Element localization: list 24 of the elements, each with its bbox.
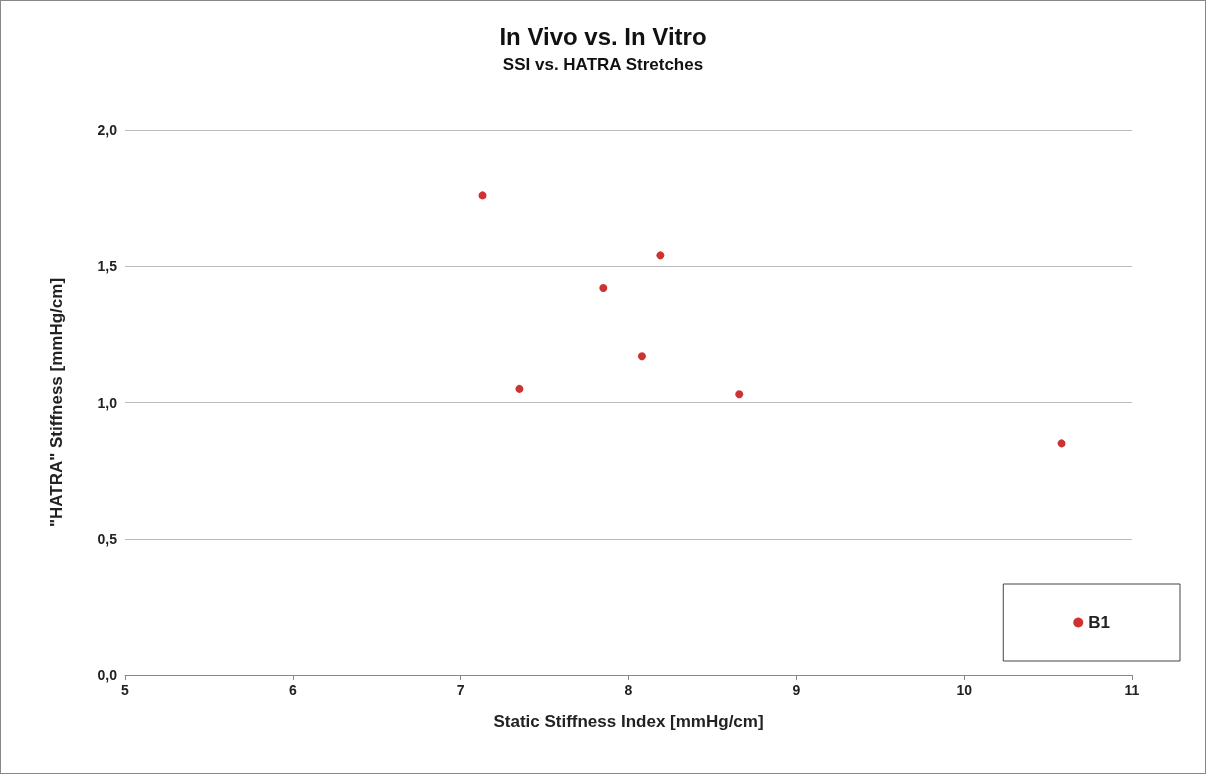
x-tick-label: 10 [956, 682, 973, 698]
point [599, 284, 608, 293]
y-tick-label: 1,5 [97, 258, 118, 275]
point [515, 384, 524, 393]
y-tick-label: 0,0 [97, 667, 118, 683]
x-tick-label: 7 [456, 682, 465, 698]
point [735, 390, 744, 399]
point [656, 251, 665, 260]
x-tick-label: 6 [288, 682, 297, 698]
chart-subtitle: SSI vs. HATRA Stretches [502, 55, 704, 74]
x-tick-label: 11 [1124, 682, 1140, 698]
y-tick-label: 1,0 [97, 394, 118, 411]
point [637, 352, 646, 361]
legend-label: B1 [1088, 613, 1110, 632]
y-tick-label: 2,0 [97, 122, 118, 138]
x-axis-title: Static Stiffness Index [mmHg/cm] [493, 712, 764, 731]
chart-title: In Vivo vs. In Vitro [499, 22, 707, 50]
y-axis-title: "HATRA" Stiffness [mmHg/cm] [47, 277, 66, 528]
point [1057, 439, 1066, 448]
x-tick-label: 9 [792, 682, 801, 698]
y-tick-label: 0,5 [97, 530, 118, 547]
x-tick-label: 8 [624, 682, 633, 698]
point [478, 191, 487, 200]
x-tick-label: 5 [121, 682, 130, 698]
